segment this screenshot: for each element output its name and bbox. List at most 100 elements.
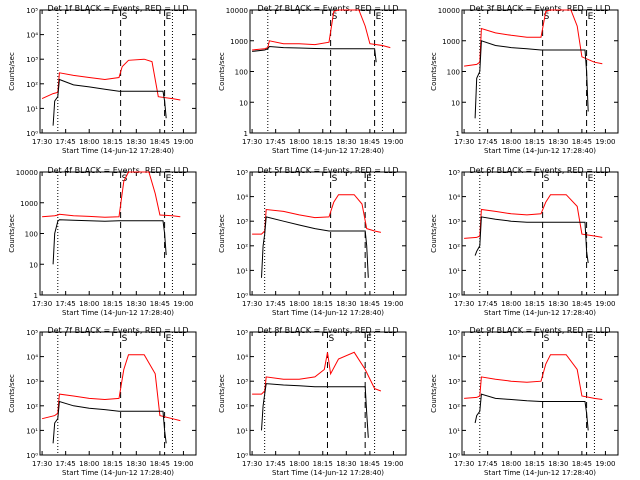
events-series-line	[252, 45, 377, 63]
lld-series-line	[464, 354, 603, 400]
y-tick-label: 10²	[236, 243, 248, 251]
panel-det-8: Det 8f BLACK = Events, RED = LLD 10⁰ 10¹ 10…	[218, 326, 407, 477]
x-tick-label: 17:30	[242, 460, 262, 468]
panel-det-2: Det 2f BLACK = Events, RED = LLD 1 10 100 10…	[218, 4, 407, 155]
lld-series-line	[252, 9, 391, 51]
x-tick-label: 18:45	[360, 300, 380, 308]
x-axis-title: Start Time (14-Jun-12 17:28:40)	[272, 469, 384, 477]
x-tick-label: 18:00	[289, 460, 309, 468]
y-tick-label: 10	[29, 261, 38, 269]
y-tick-label: 10⁴	[448, 354, 460, 362]
x-tick-label: 18:15	[525, 138, 545, 146]
end-marker-label: E	[166, 334, 172, 344]
panel-title: Det 5f BLACK = Events, RED = LLD	[257, 166, 398, 175]
y-tick-label: 100	[235, 69, 248, 77]
panel-title: Det 1f BLACK = Events, RED = LLD	[47, 4, 188, 13]
y-tick-label: 10	[451, 99, 460, 107]
panel-title: Det 9f BLACK = Events, RED = LLD	[469, 326, 610, 335]
plot-frame	[461, 331, 619, 456]
y-tick-label: 10¹	[448, 267, 460, 275]
plot-frame	[249, 171, 407, 296]
x-tick-label: 18:00	[79, 300, 99, 308]
x-axis-title: Start Time (14-Jun-12 17:28:40)	[484, 309, 596, 317]
start-marker-label: S	[328, 334, 334, 344]
x-tick-label: 17:30	[32, 138, 52, 146]
y-tick-label: 10⁰	[26, 130, 38, 138]
y-tick-label: 100	[25, 231, 38, 239]
y-tick-label: 10⁴	[26, 32, 38, 40]
y-tick-label: 10⁰	[236, 292, 248, 300]
end-marker-label: E	[588, 12, 594, 22]
panel-det-9: Det 9f BLACK = Events, RED = LLD 10⁰ 10¹ 10…	[430, 326, 619, 477]
y-tick-label: 10⁵	[448, 169, 460, 177]
y-tick-label: 10⁴	[236, 354, 248, 362]
x-tick-label: 18:00	[289, 138, 309, 146]
y-tick-label: 10⁴	[448, 194, 460, 202]
y-axis-title: Counts/sec	[430, 52, 438, 91]
y-tick-label: 10⁵	[26, 7, 38, 15]
lld-series-line	[41, 58, 181, 101]
events-series-line	[474, 40, 589, 119]
y-tick-label: 10³	[236, 218, 248, 226]
x-tick-label: 18:00	[289, 300, 309, 308]
x-tick-label: 18:45	[572, 300, 592, 308]
end-marker-label: E	[376, 12, 382, 22]
panel-det-5: Det 5f BLACK = Events, RED = LLD 10⁰ 10¹ 10…	[218, 166, 407, 317]
x-tick-label: 17:30	[242, 138, 262, 146]
x-tick-label: 18:00	[501, 300, 521, 308]
x-tick-label: 18:15	[103, 300, 123, 308]
panel-det-4: Det 4f BLACK = Events, RED = LLD 1 10 100 10…	[8, 166, 197, 317]
y-tick-label: 10⁵	[236, 329, 248, 337]
y-tick-label: 10⁰	[448, 452, 460, 460]
events-series-line	[52, 219, 167, 265]
y-axis-title: Counts/sec	[8, 52, 16, 91]
end-marker-label: E	[588, 174, 594, 184]
y-tick-label: 10¹	[236, 427, 248, 435]
lld-series-line	[464, 9, 603, 67]
start-marker-label: S	[544, 334, 550, 344]
events-series-line	[52, 400, 167, 444]
panel-title: Det 2f BLACK = Events, RED = LLD	[257, 4, 398, 13]
y-tick-label: 10⁴	[26, 354, 38, 362]
lld-series-line	[42, 171, 181, 218]
x-tick-label: 18:45	[360, 460, 380, 468]
x-tick-label: 17:30	[454, 138, 474, 146]
x-axis-title: Start Time (14-Jun-12 17:28:40)	[272, 309, 384, 317]
y-tick-label: 10²	[236, 403, 248, 411]
x-tick-label: 17:45	[56, 138, 76, 146]
y-tick-label: 10⁵	[26, 329, 38, 337]
y-tick-label: 10⁰	[26, 452, 38, 460]
x-tick-label: 18:15	[525, 460, 545, 468]
y-tick-label: 10¹	[26, 105, 38, 113]
x-tick-label: 18:45	[150, 138, 170, 146]
y-tick-label: 1	[244, 130, 248, 138]
y-tick-label: 10⁵	[448, 329, 460, 337]
start-marker-label: S	[332, 12, 338, 22]
x-tick-label: 17:45	[56, 300, 76, 308]
x-tick-label: 17:45	[266, 300, 286, 308]
x-tick-label: 17:45	[478, 138, 498, 146]
end-marker-label: E	[588, 334, 594, 344]
y-tick-label: 1	[34, 292, 38, 300]
events-series-line	[52, 78, 167, 126]
x-tick-label: 19:00	[595, 138, 615, 146]
x-tick-label: 17:45	[56, 460, 76, 468]
panel-det-7: Det 7f BLACK = Events, RED = LLD 10⁰ 10¹ 10…	[8, 326, 197, 477]
panel-det-3: Det 3f BLACK = Events, RED = LLD 1 10 100 10…	[430, 4, 619, 155]
y-tick-label: 1000	[442, 38, 460, 46]
start-marker-label: S	[544, 174, 550, 184]
x-tick-label: 17:45	[478, 460, 498, 468]
x-tick-label: 18:15	[313, 460, 333, 468]
x-tick-label: 18:30	[548, 460, 568, 468]
x-axis-title: Start Time (14-Jun-12 17:28:40)	[484, 147, 596, 155]
x-tick-label: 18:45	[572, 138, 592, 146]
panel-det-6: Det 6f BLACK = Events, RED = LLD 10⁰ 10¹ 10…	[430, 166, 619, 317]
x-tick-label: 18:15	[103, 460, 123, 468]
y-tick-label: 10000	[438, 7, 460, 15]
y-tick-label: 1	[456, 130, 460, 138]
y-tick-label: 10³	[26, 378, 38, 386]
y-tick-label: 10³	[448, 378, 460, 386]
plot-frame	[39, 9, 197, 134]
x-tick-label: 19:00	[383, 460, 403, 468]
x-tick-label: 19:00	[383, 138, 403, 146]
